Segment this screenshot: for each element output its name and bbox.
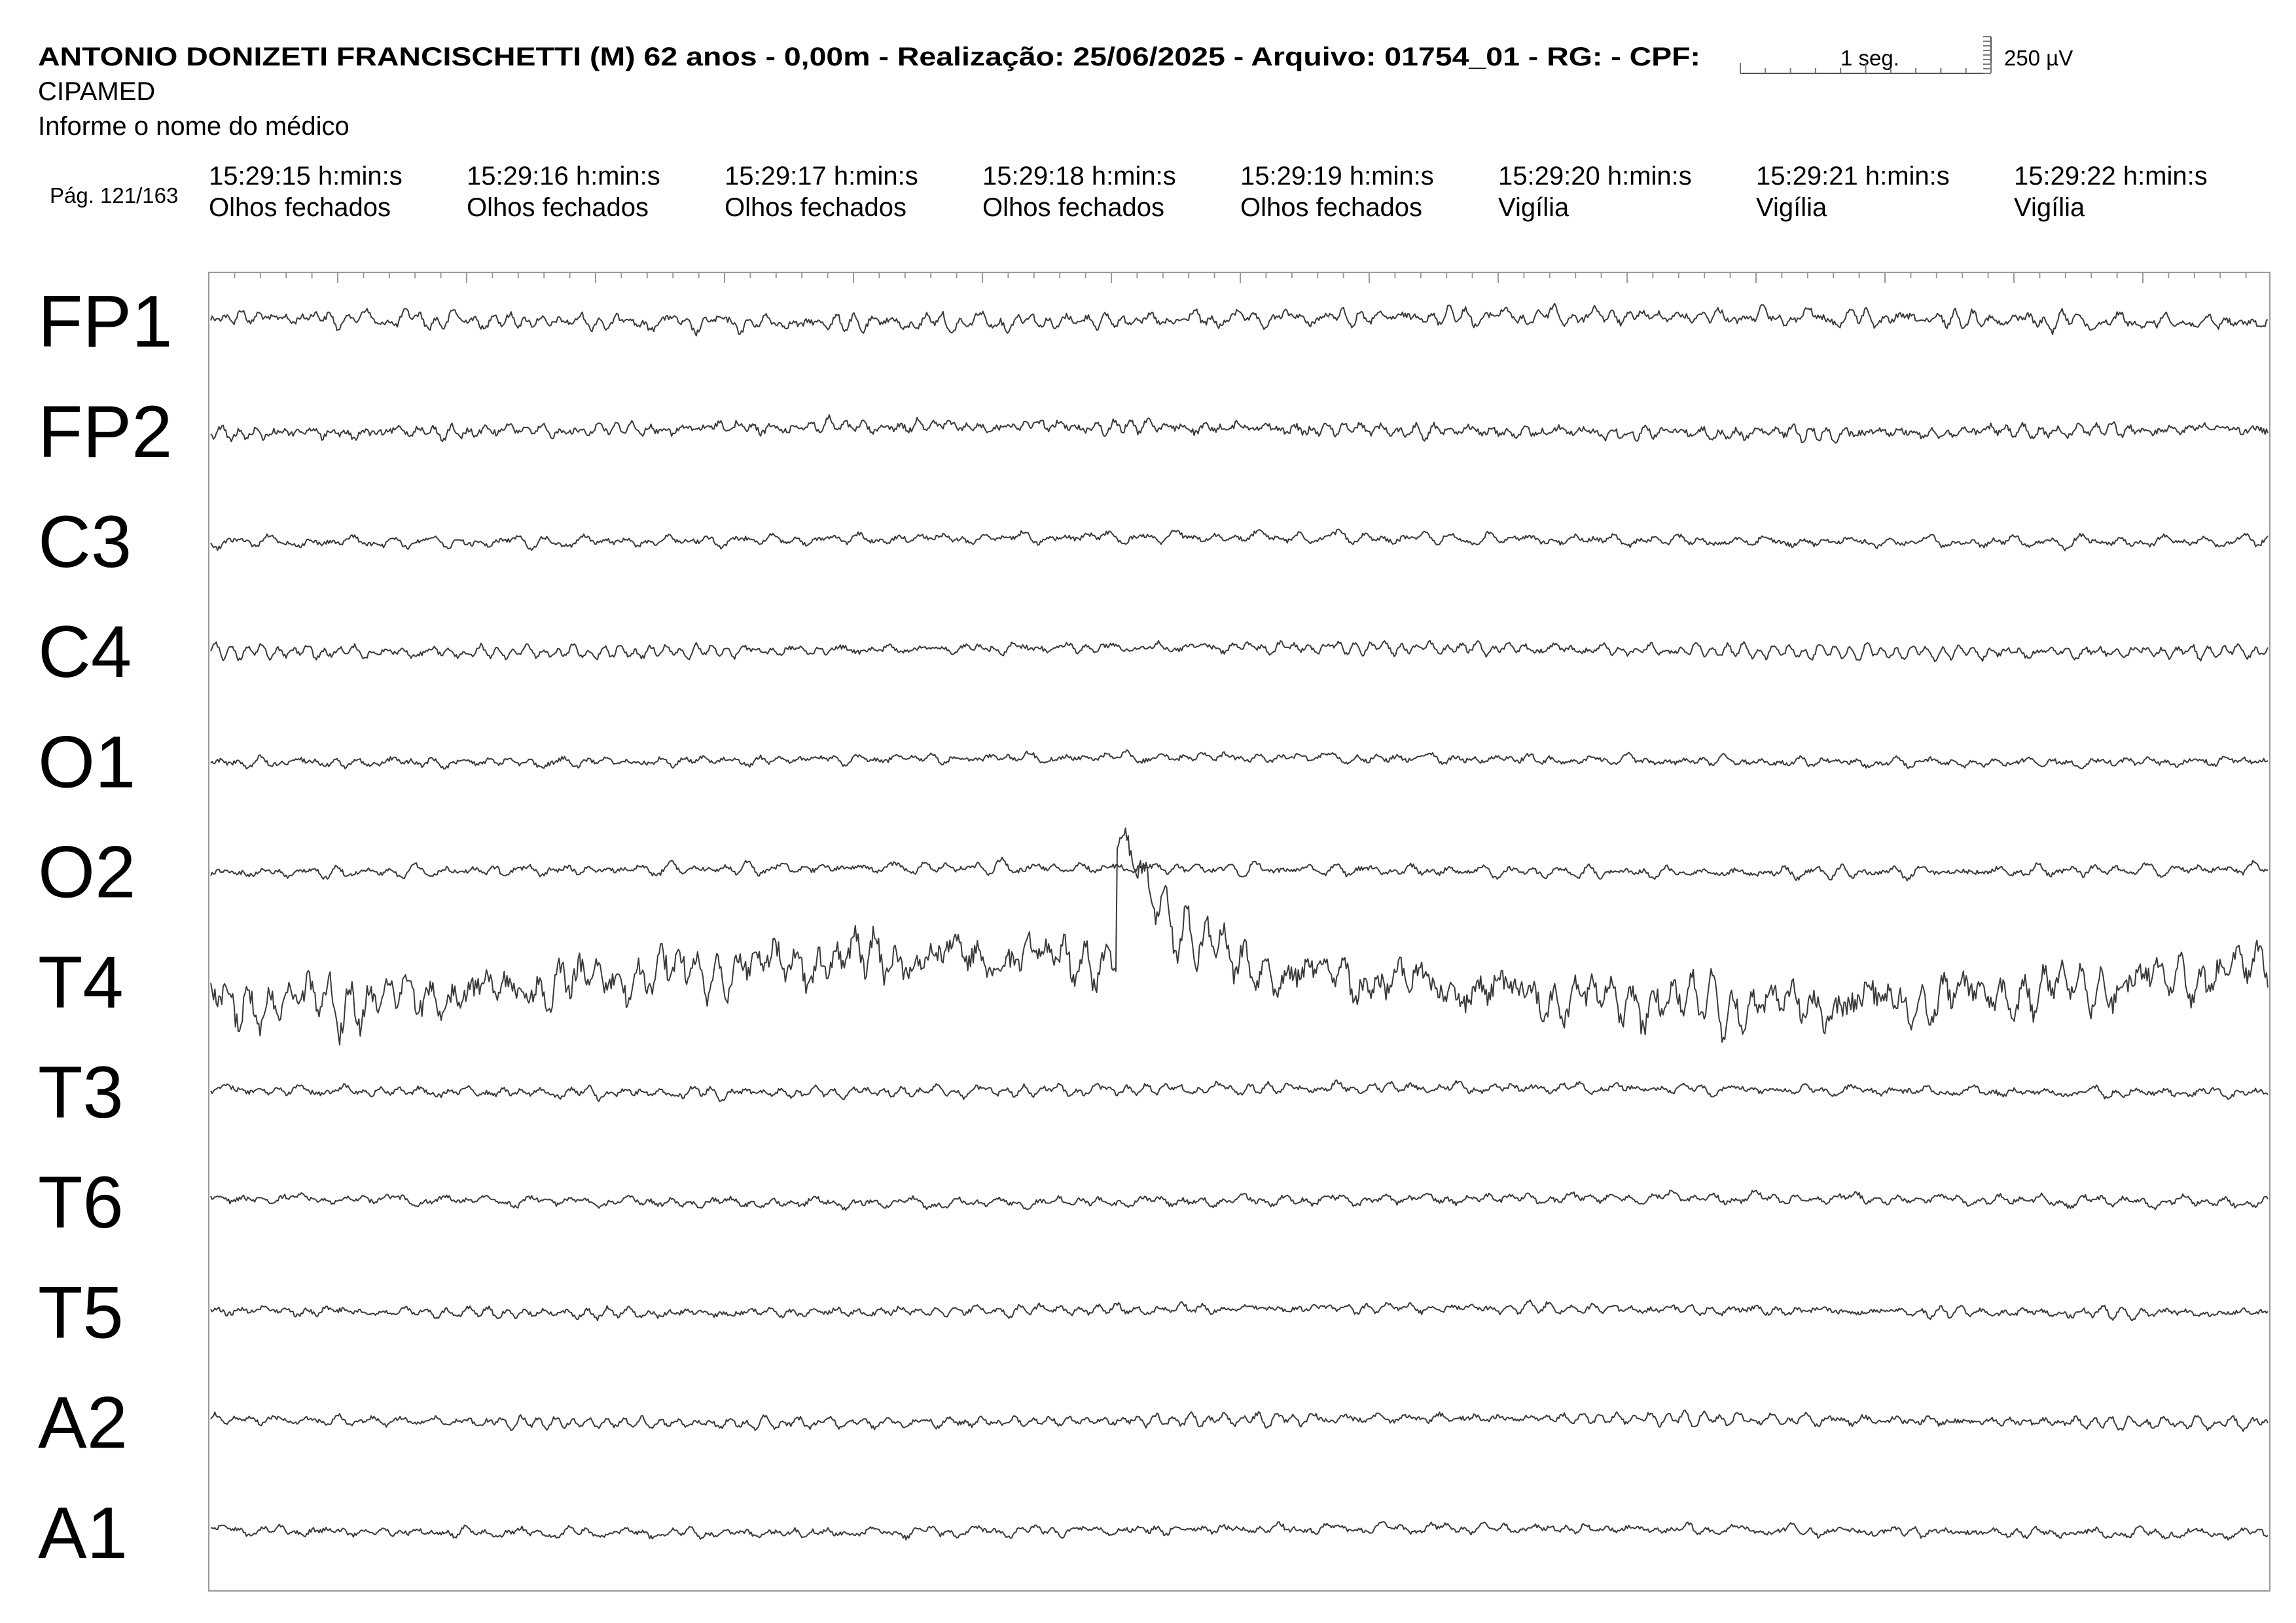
eeg-trace	[210, 528, 2269, 552]
ticks	[208, 36, 2247, 283]
eeg-trace	[210, 749, 2269, 770]
channel-label: T6	[38, 1161, 124, 1243]
eeg-trace	[210, 856, 2269, 882]
time-label: 15:29:15 h:min:s	[209, 162, 403, 191]
state-label: Vigília	[1756, 193, 1827, 222]
channel-label: FP2	[38, 391, 172, 473]
time-label: 15:29:16 h:min:s	[467, 162, 660, 191]
patient-title: ANTONIO DONIZETI FRANCISCHETTI (M) 62 an…	[38, 43, 1700, 71]
eeg-trace	[210, 1190, 2269, 1211]
state-label: Vigília	[1498, 193, 1570, 222]
eeg-trace	[210, 640, 2269, 663]
state-label: Vigília	[2014, 193, 2085, 222]
time-label: 15:29:18 h:min:s	[982, 162, 1176, 191]
channel-label: C3	[38, 501, 132, 583]
eeg-trace	[210, 1299, 2269, 1322]
state-label: Olhos fechados	[725, 193, 906, 222]
channel-label: T3	[38, 1051, 124, 1133]
time-label: 15:29:21 h:min:s	[1756, 162, 1950, 191]
time-scale-label: 1 seg.	[1840, 46, 1899, 70]
time-label: 15:29:17 h:min:s	[725, 162, 918, 191]
time-label: 15:29:20 h:min:s	[1498, 162, 1692, 191]
state-label: Olhos fechados	[467, 193, 649, 222]
doctor: Informe o nome do médico	[38, 112, 350, 141]
eeg-trace	[210, 1410, 2269, 1432]
page-number: Pág. 121/163	[50, 183, 178, 208]
channel-label: T4	[38, 941, 124, 1023]
institution: CIPAMED	[38, 77, 155, 106]
time-label: 15:29:22 h:min:s	[2014, 162, 2208, 191]
channel-label: A2	[38, 1382, 128, 1464]
channel-label: O2	[38, 831, 135, 913]
channel-label: A1	[38, 1492, 128, 1574]
eeg-trace	[210, 302, 2269, 337]
amplitude-scale-label: 250 µV	[2004, 46, 2073, 70]
state-label: Olhos fechados	[982, 193, 1164, 222]
eeg-trace	[210, 1521, 2269, 1541]
channel-label: T5	[38, 1271, 124, 1353]
plot-frame	[208, 272, 2270, 1592]
time-label: 15:29:19 h:min:s	[1240, 162, 1434, 191]
channel-label: O1	[38, 721, 135, 803]
eeg-trace	[210, 827, 2269, 1046]
state-label: Olhos fechados	[209, 193, 391, 222]
channel-label: FP1	[38, 281, 172, 363]
traces	[210, 302, 2269, 1541]
eeg-trace	[210, 1079, 2269, 1103]
state-label: Olhos fechados	[1240, 193, 1422, 222]
eeg-trace	[210, 414, 2269, 444]
channel-label: C4	[38, 611, 132, 693]
